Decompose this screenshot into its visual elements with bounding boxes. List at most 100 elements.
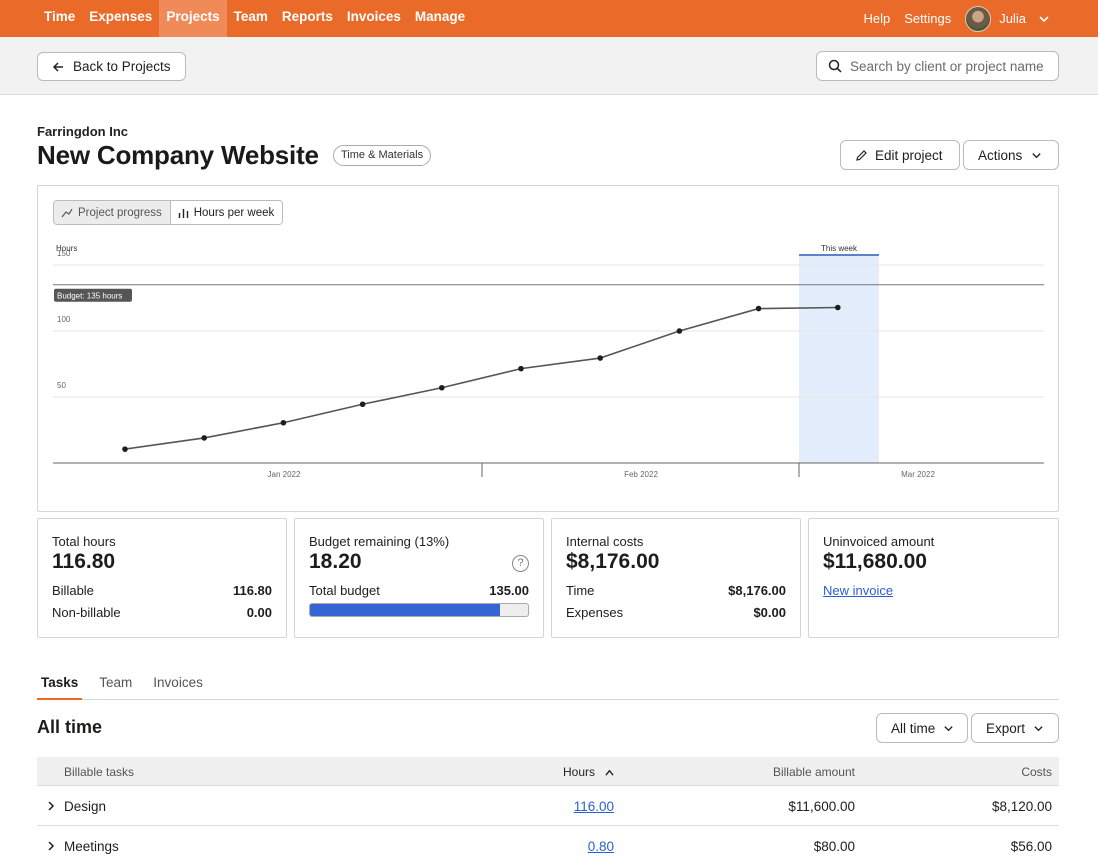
nav-manage[interactable]: Manage — [414, 9, 466, 24]
series-line — [124, 306, 838, 450]
uninvoiced-amount-card: Uninvoiced amount $11,680.00 New invoice — [808, 518, 1059, 638]
header-costs[interactable]: Costs — [1021, 765, 1052, 779]
data-point — [439, 384, 445, 391]
nav-help[interactable]: Help — [863, 11, 891, 26]
header-hours-label: Hours — [563, 765, 596, 779]
data-point — [755, 305, 762, 312]
main-menu: Time Expenses Projects Team Reports Invo… — [0, 0, 472, 37]
chevron-right-icon[interactable] — [46, 801, 56, 811]
hours-per-week-label: Hours per week — [193, 206, 275, 219]
nav-team[interactable]: Team — [233, 9, 268, 24]
chart-card: This week Hours 50 100 150 Budget: 135 hours J… — [37, 185, 1059, 512]
total-hours-label: Total hours — [52, 534, 116, 549]
chevron-down-icon — [944, 725, 953, 731]
nav-projects[interactable]: Projects — [159, 0, 227, 37]
actions-label: Actions — [978, 147, 1023, 163]
budget-remaining-label: Budget remaining (13%) — [309, 534, 450, 549]
chevron-down-icon — [1032, 152, 1041, 158]
back-label: Back to Projects — [73, 59, 171, 74]
page-title: New Company Website — [37, 140, 319, 170]
project-tabs: Tasks Team Invoices — [37, 672, 1059, 700]
header-hours[interactable]: Hours — [563, 765, 615, 779]
nav-invoices[interactable]: Invoices — [346, 9, 401, 24]
nav-expenses[interactable]: Expenses — [89, 9, 153, 24]
line-chart-icon — [61, 208, 73, 217]
sub-header: Back to Projects — [0, 37, 1098, 95]
y-tick-label: 150 — [57, 249, 71, 258]
arrow-left-icon — [52, 61, 63, 72]
export-label: Export — [986, 720, 1026, 736]
back-to-projects-button[interactable]: Back to Projects — [37, 52, 186, 81]
data-point — [518, 365, 524, 372]
this-week-highlight — [799, 255, 879, 463]
total-hours-value: 116.80 — [52, 550, 116, 573]
internal-costs-value: $8,176.00 — [566, 550, 660, 573]
y-tick-label: 50 — [57, 381, 66, 390]
expenses-label: Expenses — [566, 605, 624, 620]
sort-ascending-icon — [605, 769, 614, 776]
project-progress-label: Project progress — [78, 206, 162, 219]
avatar[interactable] — [965, 5, 992, 32]
edit-project-button[interactable]: Edit project — [840, 140, 960, 170]
pencil-icon — [856, 149, 867, 161]
x-tick-label: Feb 2022 — [624, 470, 658, 479]
data-point — [280, 419, 287, 426]
project-progress-toggle[interactable]: Project progress — [54, 201, 171, 224]
expenses-value: $0.00 — [753, 605, 786, 620]
tab-tasks[interactable]: Tasks — [37, 672, 83, 700]
tab-invoices[interactable]: Invoices — [153, 675, 203, 690]
task-billable-amount: $80.00 — [813, 839, 855, 854]
task-billable-amount: $11,600.00 — [788, 799, 855, 814]
data-point — [835, 304, 841, 311]
data-point — [201, 435, 207, 441]
user-menu-area: Help Settings Julia — [850, 0, 1098, 37]
section-title: All time — [37, 717, 103, 737]
table-header: Billable tasks Hours Billable amount Cos… — [37, 757, 1059, 786]
y-axis-label: Hours — [56, 244, 77, 253]
table-row[interactable]: Design 116.00 $11,600.00 $8,120.00 — [37, 786, 1059, 826]
billable-value: 116.80 — [232, 583, 272, 598]
help-icon[interactable]: ? — [512, 555, 529, 572]
time-cost-label: Time — [566, 583, 595, 598]
header-billable-amount[interactable]: Billable amount — [772, 765, 855, 779]
hours-per-week-toggle[interactable]: Hours per week — [170, 201, 283, 224]
time-range-select[interactable]: All time — [876, 713, 968, 743]
y-tick-label: 100 — [57, 315, 71, 324]
bar-chart-icon — [178, 208, 188, 218]
data-point — [676, 328, 683, 334]
search-icon — [828, 59, 842, 73]
nav-settings[interactable]: Settings — [904, 11, 952, 26]
x-tick-label: Mar 2022 — [901, 470, 935, 479]
budget-label-bg — [54, 288, 132, 302]
budget-remaining-value: 18.20 — [309, 550, 362, 573]
task-name: Design — [64, 799, 107, 814]
chevron-right-icon[interactable] — [46, 841, 56, 851]
data-point — [359, 401, 366, 408]
search-input[interactable] — [850, 58, 1055, 74]
client-name: Farringdon Inc — [37, 124, 128, 139]
time-cost-value: $8,176.00 — [728, 583, 786, 598]
nonbillable-label: Non-billable — [52, 605, 121, 620]
user-name[interactable]: Julia — [999, 11, 1026, 26]
total-budget-value: 135.00 — [489, 583, 529, 598]
export-button[interactable]: Export — [971, 713, 1059, 743]
budget-progress-bar — [309, 603, 529, 617]
task-hours-link[interactable]: 0.80 — [587, 839, 614, 854]
table-row[interactable]: Meetings 0.80 $80.00 $56.00 — [37, 826, 1059, 856]
header-billable-tasks[interactable]: Billable tasks — [64, 765, 135, 779]
chart-view-toggle: Project progress Hours per week — [53, 200, 284, 225]
uninvoiced-label: Uninvoiced amount — [823, 534, 935, 549]
search-box[interactable] — [816, 51, 1059, 81]
task-hours-link[interactable]: 116.00 — [573, 799, 614, 814]
nav-time[interactable]: Time — [44, 9, 76, 24]
tab-team[interactable]: Team — [99, 675, 133, 690]
actions-button[interactable]: Actions — [963, 140, 1059, 170]
uninvoiced-value: $11,680.00 — [823, 550, 927, 573]
new-invoice-link[interactable]: New invoice — [823, 583, 894, 598]
budget-label: Budget: 135 hours — [57, 291, 122, 300]
nav-reports[interactable]: Reports — [281, 9, 333, 24]
chevron-down-icon[interactable] — [1038, 13, 1050, 25]
task-costs: $56.00 — [1010, 839, 1052, 854]
task-costs: $8,120.00 — [991, 799, 1052, 814]
project-progress-chart: This week Hours 50 100 150 Budget: 135 hours J… — [53, 244, 1044, 479]
